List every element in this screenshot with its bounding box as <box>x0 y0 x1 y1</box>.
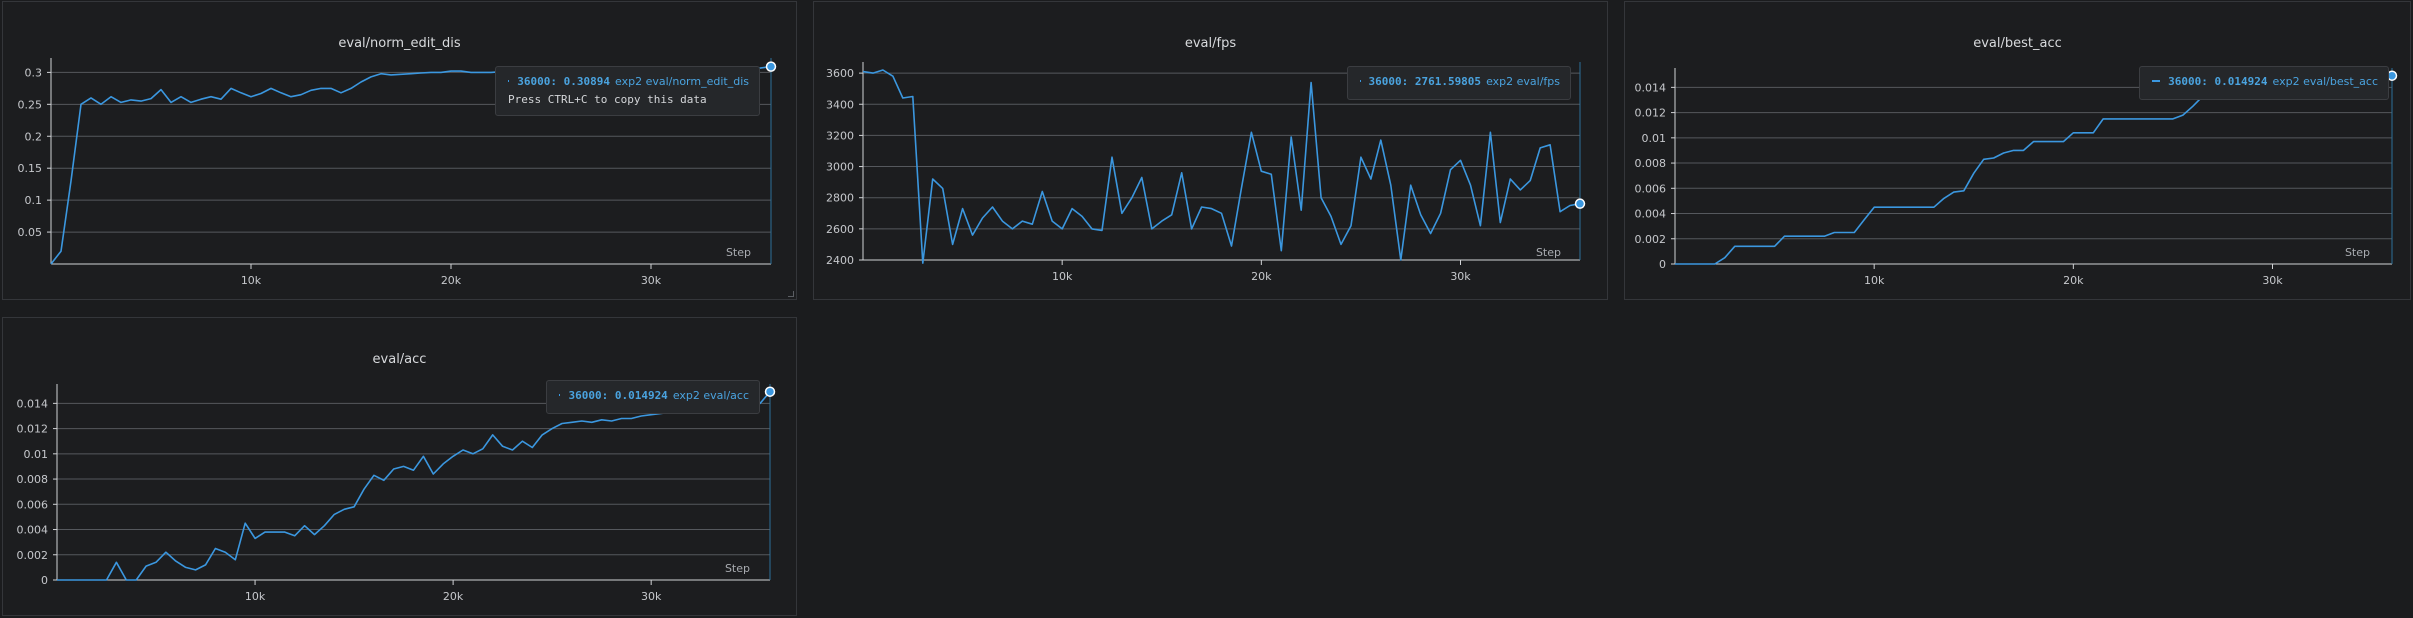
tooltip-value: 0.014924 <box>614 388 668 402</box>
y-tick-label: 0 <box>1659 258 1666 271</box>
y-tick-label: 2400 <box>826 254 854 267</box>
tooltip-row: 36000: 2761.59805 exp2 eval/fps <box>1360 73 1560 89</box>
x-tick-label: 20k <box>1251 270 1272 283</box>
hover-point <box>1574 198 1586 209</box>
y-tick-label: 0.1 <box>25 194 43 207</box>
y-tick-label: 3000 <box>826 161 854 174</box>
tooltip-run: exp2 eval/acc <box>672 388 749 402</box>
hover-point <box>765 61 777 72</box>
series-line <box>57 391 771 581</box>
tooltip-sep: : <box>550 74 564 88</box>
y-tick-label: 0.002 <box>17 549 49 562</box>
tooltip-value: 0.014924 <box>2214 74 2268 88</box>
x-axis-label: Step <box>1536 246 1561 259</box>
y-tick-label: 0.008 <box>1635 157 1667 170</box>
tooltip-sep: : <box>2201 74 2215 88</box>
x-tick-label: 10k <box>1864 274 1885 287</box>
chart-plot-norm-edit-dis[interactable]: 0.05 0.1 0.15 0.2 0.25 0.3 10k 20k 30k Step <box>3 2 798 301</box>
chart-panel-norm-edit-dis[interactable]: eval/norm_edit_dis 0.05 0.1 0.15 0.2 0.25 0.3… <box>2 1 797 300</box>
x-tick-label: 10k <box>241 274 262 287</box>
tooltip-step: 36000 <box>1368 74 1402 88</box>
y-tick-label: 0.01 <box>1642 132 1667 145</box>
y-tick-label: 0 <box>41 574 48 587</box>
tooltip-step: 36000 <box>517 74 551 88</box>
y-tick-label: 0.25 <box>18 98 43 111</box>
x-tick-label: 20k <box>443 590 464 603</box>
x-tick-label: 30k <box>641 590 662 603</box>
tooltip-hint: Press CTRL+C to copy this data <box>508 93 707 106</box>
x-tick-label: 10k <box>245 590 266 603</box>
tooltip-row: 36000: 0.014924 exp2 eval/best_acc <box>2152 73 2378 89</box>
y-tick-label: 0.004 <box>17 524 49 537</box>
y-tick-label: 0.002 <box>1635 233 1667 246</box>
chart-title: eval/norm_edit_dis <box>338 36 461 51</box>
y-tick-label: 0.012 <box>17 423 49 436</box>
x-tick-label: 30k <box>641 274 662 287</box>
x-tick-label: 20k <box>2063 274 2084 287</box>
y-tick-label: 0.014 <box>1635 81 1667 94</box>
y-tick-label: 0.05 <box>18 226 43 239</box>
chart-panel-acc[interactable]: eval/acc 0 0.002 0.004 0.006 0.008 0.01 0.012 0… <box>2 317 797 616</box>
tooltip-sep: : <box>601 388 615 402</box>
series-line <box>862 69 1581 264</box>
chart-tooltip: 36000: 0.014924 exp2 eval/acc <box>546 380 760 414</box>
x-tick-label: 30k <box>2262 274 2283 287</box>
chart-plot-best-acc[interactable]: 0 0.002 0.004 0.006 0.008 0.01 0.012 0.014 10k 20… <box>1625 2 2412 301</box>
y-tick-label: 3200 <box>826 129 854 142</box>
tooltip-step: 36000 <box>2168 74 2202 88</box>
y-tick-label: 0.2 <box>25 130 43 143</box>
y-tick-label: 0.014 <box>17 397 49 410</box>
y-tick-label: 0.012 <box>1635 107 1667 120</box>
resize-handle[interactable] <box>788 291 794 297</box>
chart-title: eval/acc <box>372 352 427 367</box>
series-swatch <box>508 80 510 82</box>
series-swatch <box>559 394 561 396</box>
tooltip-run: exp2 eval/best_acc <box>2272 74 2378 88</box>
x-axis-label: Step <box>2345 246 2370 259</box>
chart-tooltip: 36000: 0.014924 exp2 eval/best_acc <box>2139 66 2389 100</box>
tooltip-value: 2761.59805 <box>1414 74 1482 88</box>
series-line <box>1675 74 2393 265</box>
x-tick-label: 10k <box>1052 270 1073 283</box>
series-swatch <box>2152 80 2161 82</box>
y-tick-label: 0.01 <box>24 448 49 461</box>
chart-tooltip: 36000: 0.30894 exp2 eval/norm_edit_dis P… <box>495 66 760 116</box>
chart-plot-fps[interactable]: 2400 2600 2800 3000 3200 3400 3600 10k 20k 30k Ste… <box>814 2 1609 301</box>
x-axis-label: Step <box>725 562 750 575</box>
y-tick-label: 3600 <box>826 67 854 80</box>
hover-point <box>764 386 776 397</box>
tooltip-step: 36000 <box>568 388 602 402</box>
x-axis-label: Step <box>726 246 751 259</box>
x-tick-label: 20k <box>441 274 462 287</box>
chart-panel-fps[interactable]: eval/fps 2400 2600 2800 3000 3200 3400 3600 10k… <box>813 1 1608 300</box>
y-tick-label: 0.3 <box>25 66 43 79</box>
chart-title: eval/fps <box>1184 36 1237 51</box>
y-tick-label: 2800 <box>826 192 854 205</box>
y-tick-label: 0.006 <box>1635 182 1667 195</box>
chart-title: eval/best_acc <box>1973 36 2062 51</box>
x-tick-label: 30k <box>1450 270 1471 283</box>
tooltip-row: 36000: 0.014924 exp2 eval/acc <box>559 387 749 403</box>
chart-panel-best-acc[interactable]: eval/best_acc 0 0.002 0.004 0.006 0.008 0.01 0… <box>1624 1 2411 300</box>
y-tick-label: 0.006 <box>17 498 49 511</box>
tooltip-sep: : <box>1401 74 1415 88</box>
chart-tooltip: 36000: 2761.59805 exp2 eval/fps <box>1347 66 1571 100</box>
tooltip-run: exp2 eval/norm_edit_dis <box>615 74 749 88</box>
tooltip-row: 36000: 0.30894 exp2 eval/norm_edit_dis <box>508 73 749 89</box>
y-tick-label: 0.008 <box>17 473 49 486</box>
y-tick-label: 2600 <box>826 223 854 236</box>
y-tick-label: 0.004 <box>1635 208 1667 221</box>
y-tick-label: 0.15 <box>18 162 43 175</box>
chart-plot-acc[interactable]: 0 0.002 0.004 0.006 0.008 0.01 0.012 0.014 10k 20… <box>3 318 798 617</box>
tooltip-value: 0.30894 <box>563 74 611 88</box>
y-tick-label: 3400 <box>826 98 854 111</box>
tooltip-run: exp2 eval/fps <box>1486 74 1560 88</box>
